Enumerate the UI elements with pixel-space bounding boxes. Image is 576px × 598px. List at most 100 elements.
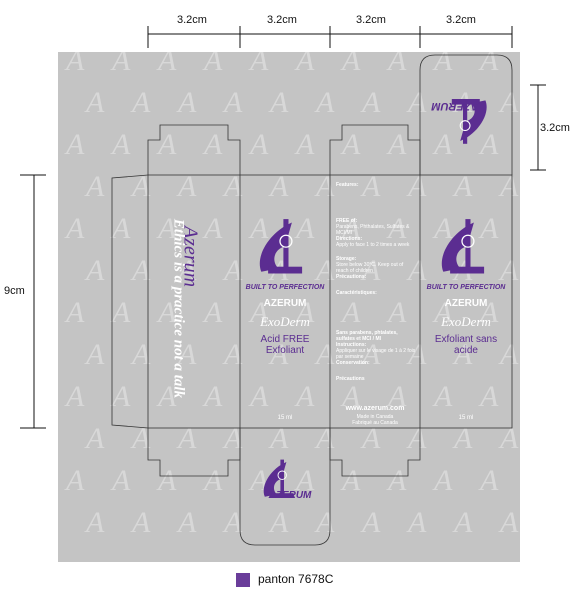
watermark-glyph: A [498, 506, 519, 539]
watermark-glyph: A [84, 86, 105, 119]
watermark-glyph: A [478, 128, 499, 161]
size-fr: 15 ml [458, 415, 474, 421]
lid-brand-name: AZERUM [431, 100, 479, 112]
storage-text: Store below 30°C. Keep out of reach of c… [336, 262, 404, 274]
watermark-glyph: A [248, 212, 269, 245]
logo-stem [280, 459, 284, 496]
logo-baseline [269, 493, 294, 498]
watermark-glyph: A [340, 128, 361, 161]
logo-mark-lid [451, 99, 487, 144]
watermark-glyph: A [222, 338, 243, 371]
sans-title: Sans parabens, phtalates, sulfates et MC… [336, 330, 398, 342]
watermark-glyph: A [294, 296, 315, 329]
watermark-glyph: A [478, 212, 499, 245]
watermark-glyph: A [248, 44, 269, 77]
watermark-glyph: A [340, 296, 361, 329]
watermark-glyph: A [360, 86, 381, 119]
instructions-text: Appliquer sur le visage de 1 à 2 fois pa… [336, 348, 416, 360]
watermark-glyph: A [498, 338, 519, 371]
directions-text: Apply to face 1 to 2 times a week [336, 242, 410, 248]
watermark-glyph: A [406, 338, 427, 371]
watermark-glyph: A [386, 380, 407, 413]
storage-title: Storage: [336, 256, 357, 262]
watermark-glyph: A [478, 296, 499, 329]
watermark-glyph: A [314, 86, 335, 119]
logo-mark-fr [441, 219, 485, 274]
watermark-glyph: A [202, 296, 223, 329]
watermark-glyph: A [478, 464, 499, 497]
watermark-glyph: A [386, 296, 407, 329]
watermark-glyph: A [130, 338, 151, 371]
watermark-glyph: A [130, 86, 151, 119]
watermark-glyph: A [110, 44, 131, 77]
watermark-glyph: A [64, 296, 85, 329]
watermark-glyph: A [294, 464, 315, 497]
watermark-glyph: A [360, 506, 381, 539]
sheet-background [58, 52, 520, 562]
watermark-glyph: A [130, 254, 151, 287]
watermark-glyph: A [130, 506, 151, 539]
watermark-glyph: A [340, 380, 361, 413]
dim-label-panel-2: 3.2cm [267, 14, 297, 26]
logo-baseline [451, 99, 480, 105]
watermark-glyph: A [156, 44, 177, 77]
watermark-glyph: A [406, 170, 427, 203]
watermark-glyph: A [222, 86, 243, 119]
brand-name-en: AZERUM [263, 298, 307, 309]
directions-title: Directions: [336, 236, 363, 242]
watermark-glyph: A [386, 212, 407, 245]
free-of-title: FREE of: [336, 218, 358, 224]
watermark-glyph: A [360, 254, 381, 287]
watermark-glyph: A [248, 296, 269, 329]
legend-swatch [236, 573, 250, 587]
watermark-glyph: A [64, 128, 85, 161]
watermark-glyph: A [386, 128, 407, 161]
watermark-glyph: A [156, 296, 177, 329]
watermark-glyph: A [360, 422, 381, 455]
watermark-glyph: A [64, 380, 85, 413]
precautions-title: Précautions: [336, 274, 367, 280]
watermark-glyph: A [202, 212, 223, 245]
watermark-glyph: A [406, 86, 427, 119]
watermark-glyph: A [314, 506, 335, 539]
watermark-glyph: A [268, 506, 289, 539]
watermark-glyph: A [406, 422, 427, 455]
product-name-fr: ExoDerm [441, 314, 491, 329]
watermark-glyph: A [84, 170, 105, 203]
watermark-glyph: A [294, 128, 315, 161]
watermark-glyph: A [202, 128, 223, 161]
watermark-glyph: A [176, 338, 197, 371]
watermark-glyph: A [248, 380, 269, 413]
watermark-glyph: A [452, 422, 473, 455]
descriptor-fr-1: Exfoliant sans [434, 334, 498, 345]
logo-mark-bottom [263, 459, 294, 498]
made-in-fr: Fabriqué au Canada [352, 420, 398, 426]
slogan-en: BUILT TO PERFECTION [245, 284, 325, 291]
watermark-glyph: A [314, 254, 335, 287]
watermark-glyph: A [294, 380, 315, 413]
slogan-fr: BUILT TO PERFECTION [426, 284, 506, 291]
watermark-glyph: A [432, 128, 453, 161]
size-en: 15 ml [277, 415, 293, 421]
watermark-glyph: A [64, 212, 85, 245]
watermark-glyph: A [314, 422, 335, 455]
watermark-glyph: A [110, 380, 131, 413]
watermark-glyph: A [176, 86, 197, 119]
dim-label-box-height: 9cm [4, 285, 25, 297]
watermark-glyph: A [386, 44, 407, 77]
brand-tagline: Ethics is a practice not a talk [170, 218, 187, 399]
watermark-glyph: A [478, 44, 499, 77]
watermark-glyph: A [386, 464, 407, 497]
info-panel: Features: FREE of: Parabens, Phthalates,… [336, 182, 416, 392]
website: www.azerum.com [345, 405, 405, 412]
watermark-glyph: A [360, 338, 381, 371]
descriptor-fr-2: acide [454, 345, 478, 356]
watermark-glyph: A [432, 212, 453, 245]
watermark-glyph: A [156, 128, 177, 161]
caracteristiques-title: Caractéristiques: [336, 290, 377, 296]
watermark-glyph: A [176, 506, 197, 539]
watermark-glyph: A [156, 464, 177, 497]
watermark-glyph: A [64, 44, 85, 77]
watermark-glyph: A [110, 212, 131, 245]
